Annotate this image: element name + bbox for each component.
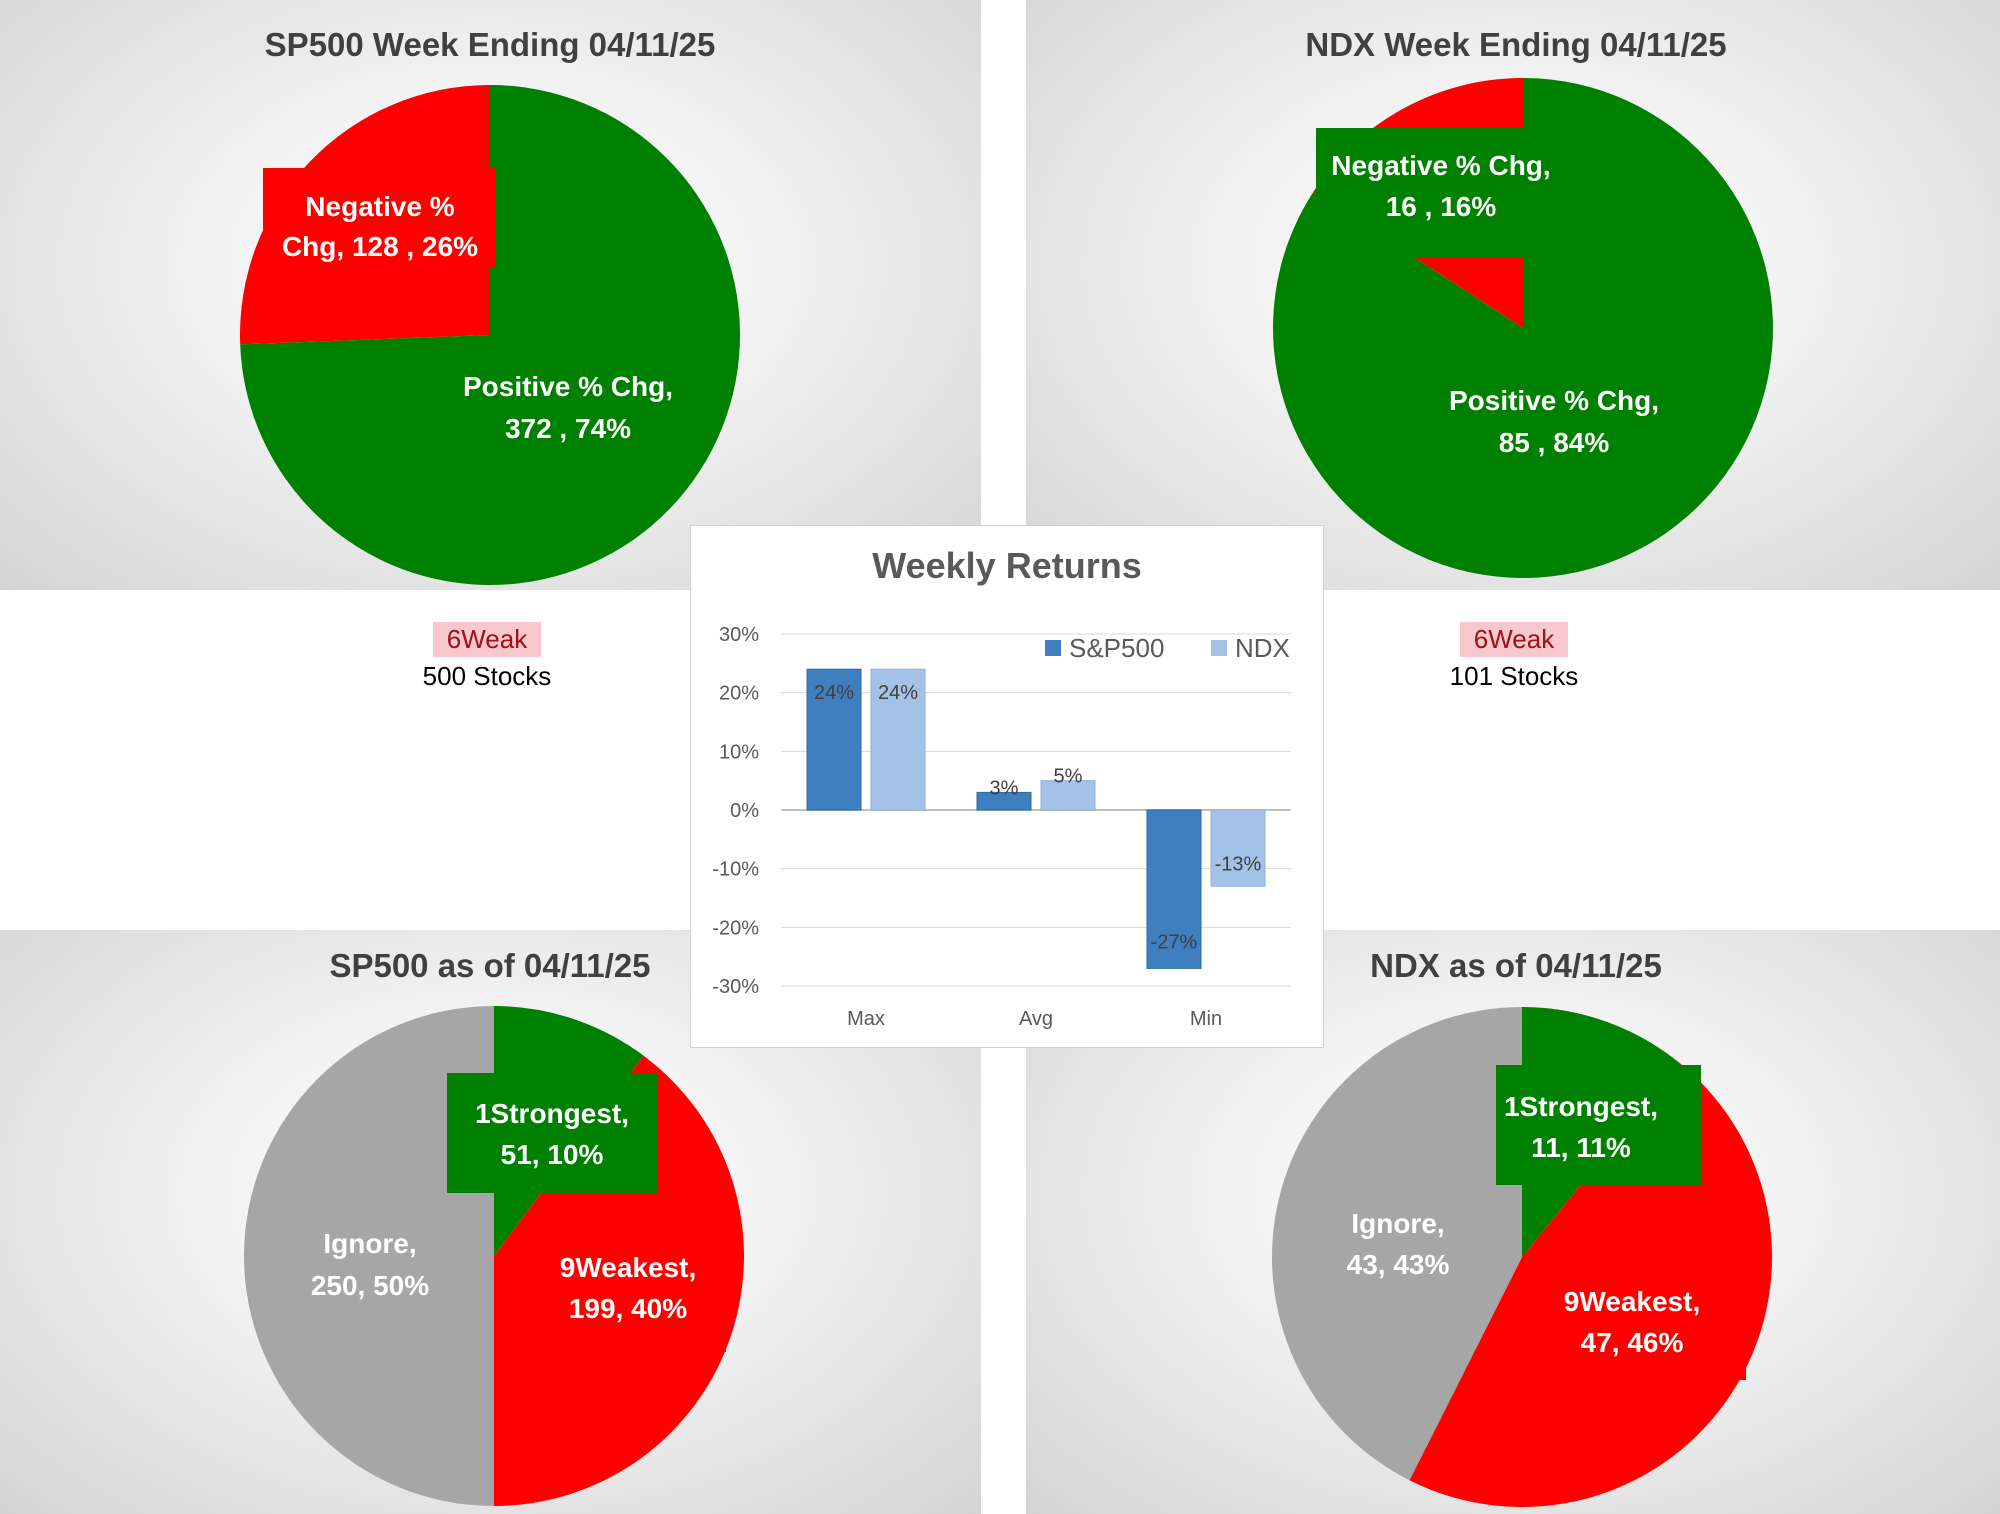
- legend-swatch-ndx: [1211, 640, 1227, 656]
- slice-label: Negative %: [305, 191, 454, 222]
- slice-label-box: [288, 1210, 454, 1320]
- slice-label-box: [1546, 1260, 1746, 1380]
- slice-label: 16 , 16%: [1386, 191, 1497, 222]
- slice-label: 1Strongest,: [1504, 1091, 1658, 1122]
- bar-ndx-min: [1210, 809, 1266, 887]
- slice-label-box: [1326, 1188, 1476, 1298]
- y-tick-label: 10%: [719, 741, 759, 763]
- ndx-week-title: NDX Week Ending 04/11/25: [1305, 26, 1726, 63]
- slice-label-box: [530, 1232, 726, 1352]
- legend-swatch-sp500: [1045, 640, 1061, 656]
- x-tick-label: Min: [1190, 1008, 1222, 1030]
- ndx-stock-count: 101 Stocks: [1449, 661, 1579, 691]
- ndx-rank-panel: NDX as of 04/11/25 1Strongest, 11, 11% 9…: [1026, 930, 2000, 1514]
- ndx-week-panel: NDX Week Ending 04/11/25 Negative % Chg,…: [1026, 0, 2000, 590]
- weekly-returns-chart: Weekly Returns 30% 20% 10% 0% -10% -20% -30% M…: [690, 525, 1324, 1048]
- bar-sp500-min: [1146, 809, 1202, 969]
- sp500-stock-count: 500 Stocks: [422, 661, 552, 691]
- bar-sp500-max: [806, 668, 862, 811]
- slice-label: Positive % Chg,: [463, 371, 673, 402]
- y-tick-label: -30%: [712, 976, 759, 998]
- bar-data-label: 3%: [990, 777, 1019, 799]
- slice-label: 85 , 84%: [1499, 427, 1610, 458]
- x-tick-label: Avg: [1019, 1008, 1053, 1030]
- sp500-week-title: SP500 Week Ending 04/11/25: [265, 26, 716, 63]
- sp500-rank-pie: SP500 as of 04/11/25 1Strongest, 51, 10%…: [244, 947, 745, 1506]
- bar-ndx-avg: [1040, 780, 1096, 811]
- sp500-info: 6Weak 500 Stocks: [387, 622, 587, 692]
- y-tick-label: 30%: [719, 624, 759, 646]
- ndx-rank-title: NDX as of 04/11/25: [1370, 947, 1662, 984]
- slice-label-box: [447, 1073, 657, 1193]
- slice-label-box: [456, 345, 686, 467]
- bar-ndx-max: [870, 668, 926, 811]
- slice-label: 11, 11%: [1531, 1132, 1631, 1163]
- slice-label: 372 , 74%: [505, 413, 631, 444]
- y-tick-label: -20%: [712, 917, 759, 939]
- y-tick-label: 0%: [730, 800, 759, 822]
- bar-data-label: 24%: [814, 682, 854, 704]
- slice-label: Ignore,: [323, 1228, 416, 1259]
- slice-label: 43, 43%: [1347, 1249, 1450, 1280]
- slice-label: 9Weakest,: [1564, 1286, 1700, 1317]
- ndx-week-pie: NDX Week Ending 04/11/25 Negative % Chg,…: [1273, 26, 1773, 578]
- legend-label-ndx: NDX: [1235, 633, 1290, 663]
- slice-label: 51, 10%: [501, 1139, 604, 1170]
- chart-title: Weekly Returns: [872, 545, 1141, 586]
- slice-label-box: [1316, 128, 1548, 258]
- slice-label: 1Strongest,: [475, 1098, 629, 1129]
- slice-label-box: [1441, 360, 1673, 482]
- sp500-weak-badge: 6Weak: [432, 622, 542, 657]
- x-tick-label: Max: [847, 1008, 885, 1030]
- bar-data-label: -27%: [1151, 931, 1198, 953]
- slice-label: 47, 46%: [1581, 1327, 1684, 1358]
- y-tick-label: -10%: [712, 859, 759, 881]
- slice-label: Chg, 128 , 26%: [282, 231, 478, 262]
- legend-label-sp500: S&P500: [1069, 633, 1164, 663]
- slice-label: Positive % Chg,: [1449, 385, 1659, 416]
- slice-label: 9Weakest,: [560, 1252, 696, 1283]
- slice-label: Ignore,: [1351, 1208, 1444, 1239]
- slice-label: Negative % Chg,: [1331, 150, 1550, 181]
- slice-label: 199, 40%: [569, 1293, 687, 1324]
- slice-label-box: [263, 168, 495, 268]
- sp500-rank-title: SP500 as of 04/11/25: [329, 947, 650, 984]
- bar-data-label: 24%: [878, 682, 918, 704]
- sp500-week-panel: SP500 Week Ending 04/11/25 Negative % Ch…: [0, 0, 981, 590]
- weekly-returns-svg: Weekly Returns 30% 20% 10% 0% -10% -20% -30% M…: [712, 545, 1291, 1030]
- slice-label-box: [1496, 1065, 1701, 1185]
- ndx-rank-pie: NDX as of 04/11/25 1Strongest, 11, 11% 9…: [1272, 947, 1773, 1508]
- bar-data-label: 5%: [1054, 766, 1083, 788]
- bar-sp500-avg: [976, 791, 1032, 811]
- ndx-info: 6Weak 101 Stocks: [1414, 622, 1614, 692]
- ndx-weak-badge: 6Weak: [1459, 622, 1569, 657]
- bar-data-label: -13%: [1215, 853, 1262, 875]
- y-tick-label: 20%: [719, 683, 759, 705]
- slice-label: 250, 50%: [311, 1270, 429, 1301]
- sp500-week-pie: SP500 Week Ending 04/11/25 Negative % Ch…: [239, 26, 741, 585]
